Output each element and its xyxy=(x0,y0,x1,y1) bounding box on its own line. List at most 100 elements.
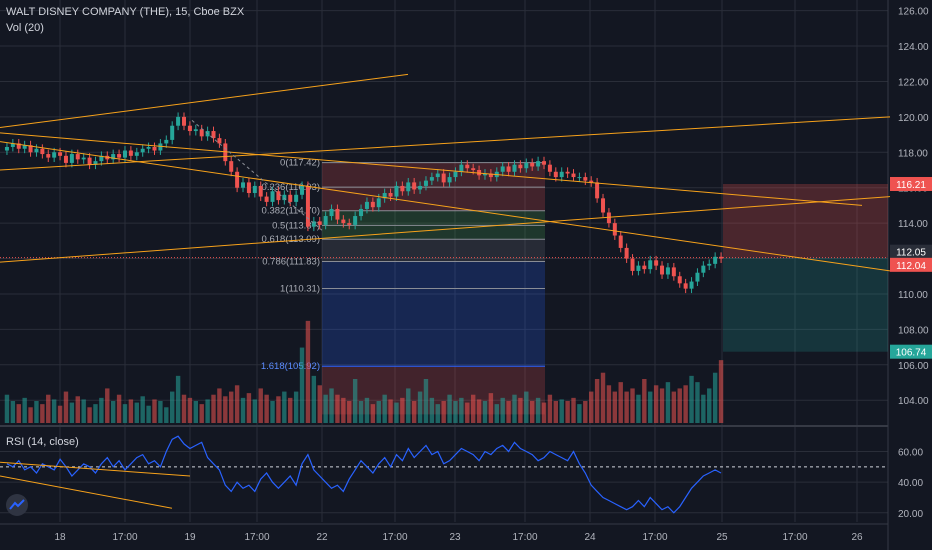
volume-bar xyxy=(376,401,381,423)
candle-body xyxy=(524,162,529,169)
price-label-box xyxy=(890,344,932,359)
volume-bar xyxy=(535,397,541,423)
volume-bar xyxy=(718,360,724,423)
volume-bar xyxy=(618,382,623,423)
volume-bar xyxy=(252,399,258,423)
volume-bar xyxy=(406,388,411,423)
candle-body xyxy=(370,201,375,208)
volume-bar xyxy=(583,401,588,423)
time-axis-tick: 17:00 xyxy=(382,532,407,543)
volume-bar xyxy=(169,391,175,423)
candle-body xyxy=(488,173,493,178)
volume-bar xyxy=(423,379,429,423)
volume-bar xyxy=(453,401,458,423)
price-label: 112.05 xyxy=(896,248,926,259)
volume-bar xyxy=(447,394,452,423)
volume-bar xyxy=(63,391,69,423)
volume-bar xyxy=(217,388,222,423)
candle-body xyxy=(229,161,234,172)
candle-body xyxy=(122,150,127,158)
volume-bar xyxy=(435,404,440,423)
candle-body xyxy=(246,182,251,194)
candle-body xyxy=(252,185,257,194)
volume-bar xyxy=(476,399,482,423)
volume-bar xyxy=(134,402,139,423)
candle-body xyxy=(34,148,39,153)
volume-bar xyxy=(105,388,110,423)
candle-body xyxy=(28,145,33,153)
candle-body xyxy=(241,182,246,188)
volume-bar xyxy=(234,385,240,423)
fib-level-label: 1.618(105.92) xyxy=(261,361,320,372)
volume-bar xyxy=(441,401,446,423)
fib-level-label: 0.382(114.70) xyxy=(262,206,320,217)
volume-bar xyxy=(559,399,564,423)
volume-bar xyxy=(181,394,187,423)
volume-bar xyxy=(305,320,311,423)
fib-connector-line xyxy=(191,120,323,231)
volume-bar xyxy=(57,405,63,423)
volume-bar xyxy=(512,394,517,423)
volume-bar xyxy=(695,382,700,423)
volume-indicator-label[interactable]: Vol (20) xyxy=(6,22,44,34)
rsi-axis-tick: 40.00 xyxy=(898,478,923,489)
volume-bar xyxy=(270,401,275,423)
price-label-box xyxy=(890,257,932,272)
volume-bar xyxy=(146,405,151,423)
volume-bar xyxy=(524,391,529,423)
candle-body xyxy=(636,265,641,271)
candle-body xyxy=(418,185,423,190)
candle-body xyxy=(329,208,334,217)
candle-body xyxy=(589,180,594,183)
candle-body xyxy=(601,198,606,213)
volume-bar xyxy=(600,372,606,423)
time-axis-tick: 18 xyxy=(54,532,66,543)
candle-body xyxy=(648,260,653,270)
rsi-indicator-label[interactable]: RSI (14, close) xyxy=(6,436,79,448)
time-axis-tick: 24 xyxy=(584,532,596,543)
candle-body xyxy=(441,173,446,183)
candle-body xyxy=(311,221,316,227)
volume-bar xyxy=(34,401,39,423)
volume-bar xyxy=(51,399,57,423)
candle-body xyxy=(654,260,659,266)
candle-body xyxy=(547,164,552,172)
time-axis-tick: 19 xyxy=(184,532,196,543)
volume-bar xyxy=(87,407,92,423)
candle-body xyxy=(146,146,151,149)
candle-body xyxy=(364,201,369,209)
volume-bar xyxy=(689,375,694,423)
volume-bar xyxy=(140,396,145,423)
fib-zone-lower xyxy=(322,239,545,262)
volume-bar xyxy=(612,391,618,423)
time-axis-tick: 17:00 xyxy=(512,532,537,543)
candle-body xyxy=(182,116,186,126)
time-axis-tick: 25 xyxy=(716,532,728,543)
volume-bar xyxy=(229,391,234,423)
candle-body xyxy=(671,267,676,277)
volume-bar xyxy=(500,397,505,423)
volume-bar xyxy=(364,397,370,423)
volume-bar xyxy=(299,347,305,423)
position-target-zone xyxy=(723,257,888,352)
candle-body xyxy=(323,216,328,225)
candle-body xyxy=(282,194,287,201)
volume-bar xyxy=(164,407,169,423)
price-label: 106.74 xyxy=(896,348,927,359)
volume-bar xyxy=(701,394,706,423)
rsi-axis-tick: 60.00 xyxy=(898,448,923,459)
candle-body xyxy=(128,150,133,156)
volume-bar xyxy=(630,388,635,423)
volume-bar xyxy=(547,394,553,423)
volume-bar xyxy=(494,404,499,423)
fib-level-label: 0.5(113.87) xyxy=(272,220,320,231)
volume-bar xyxy=(488,393,494,423)
volume-bar xyxy=(529,401,535,423)
volume-bar xyxy=(482,401,488,423)
volume-bar xyxy=(128,399,134,423)
candle-body xyxy=(577,177,582,179)
time-axis-tick: 17:00 xyxy=(112,532,137,543)
candle-body xyxy=(689,281,694,289)
volume-bar xyxy=(311,375,317,423)
